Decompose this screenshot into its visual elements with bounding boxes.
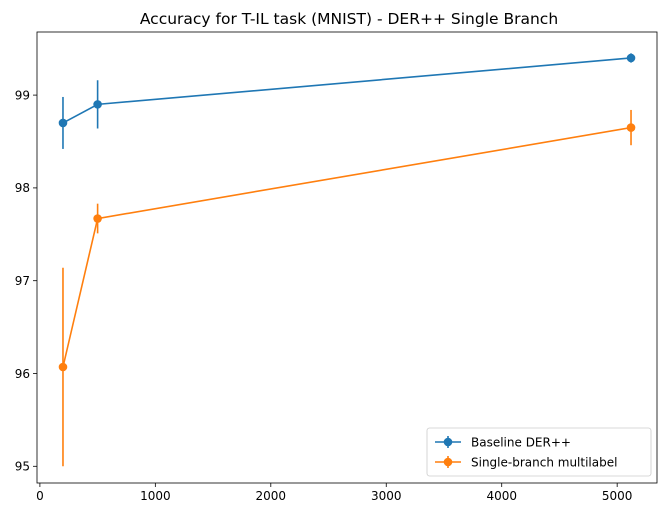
data-point [58, 362, 68, 372]
data-point [58, 118, 68, 128]
plot-frame [36, 31, 658, 484]
data-point [93, 214, 102, 223]
x-tick-label: 4000 [486, 489, 517, 503]
series-0 [58, 53, 636, 149]
legend-label: Baseline DER++ [471, 435, 571, 449]
legend-box [426, 427, 652, 477]
chart-title: Accuracy for T-IL task (MNIST) - DER++ S… [140, 10, 558, 28]
data-point [93, 100, 102, 109]
x-axis: 0 1000 2000 3000 4000 5000 [36, 483, 632, 503]
plot-area [36, 31, 658, 484]
x-tick-label: 5000 [602, 489, 633, 503]
x-tick-label: 3000 [371, 489, 402, 503]
y-tick-label: 95 [15, 460, 30, 474]
legend-item-1: Single-branch multilabel [435, 455, 617, 469]
y-tick-label: 97 [15, 274, 30, 288]
x-tick-label: 0 [36, 489, 44, 503]
legend: Baseline DER++ Single-branch multilabel [426, 427, 652, 477]
y-tick-label: 99 [15, 88, 30, 102]
legend-label: Single-branch multilabel [471, 455, 617, 469]
legend-item-0: Baseline DER++ [435, 435, 571, 449]
y-axis: 95 96 97 98 99 [15, 88, 37, 474]
series-1 [58, 109, 636, 467]
y-tick-label: 98 [15, 181, 30, 195]
data-point [626, 123, 636, 132]
legend-marker [443, 457, 453, 467]
x-tick-label: 1000 [140, 489, 171, 503]
x-tick-label: 2000 [256, 489, 287, 503]
legend-marker [443, 437, 453, 447]
series-layer [58, 53, 636, 467]
data-point [626, 53, 636, 63]
y-tick-label: 96 [15, 367, 30, 381]
